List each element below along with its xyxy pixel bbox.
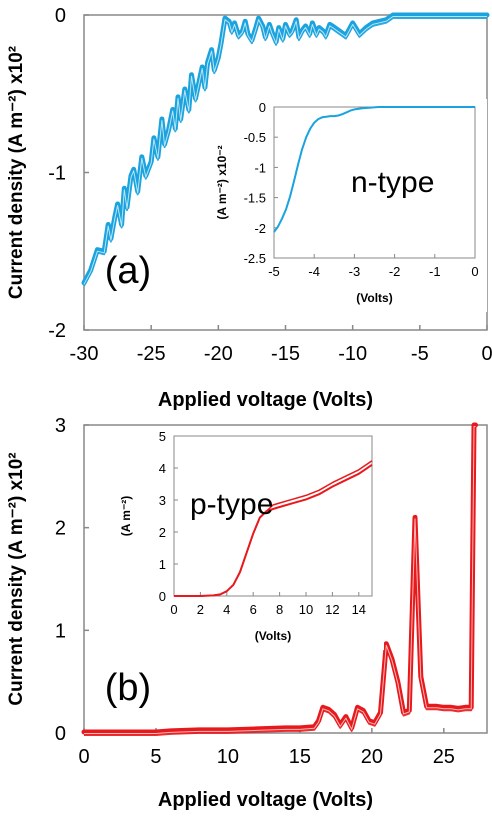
x-tick-label: 15 xyxy=(289,746,311,768)
x-tick-label: 0 xyxy=(481,343,492,365)
inset-type-label: p-type xyxy=(190,488,273,521)
x-tick-label: -15 xyxy=(271,343,300,365)
series-line xyxy=(81,422,478,735)
inset-background xyxy=(224,99,487,312)
x-tick-label: -25 xyxy=(137,343,166,365)
inset-x-tick-label: -2 xyxy=(389,264,401,279)
inset-y-tick-label: -0.5 xyxy=(244,130,266,145)
x-tick-label: -20 xyxy=(204,343,233,365)
inset-x-tick-label: 6 xyxy=(250,602,257,617)
inset-y-axis-title: (A m⁻²) xyxy=(119,496,133,537)
inset-x-tick-label: 2 xyxy=(197,602,204,617)
inset-x-tick-label: 0 xyxy=(471,264,478,279)
inset-x-tick-label: 14 xyxy=(352,602,366,617)
x-tick-label: 25 xyxy=(433,746,455,768)
inset-x-tick-label: -5 xyxy=(268,264,280,279)
panel-label: (b) xyxy=(105,667,151,709)
inset-x-axis-title: (Volts) xyxy=(356,291,392,305)
inset-x-tick-label: 10 xyxy=(299,602,313,617)
inset-y-axis-title: (A m⁻²) x10⁻² xyxy=(215,145,229,219)
inset-y-tick-label: -1 xyxy=(254,160,266,175)
inset-x-tick-label: 8 xyxy=(276,602,283,617)
inset-y-tick-label: 4 xyxy=(159,461,166,476)
y-tick-label: 2 xyxy=(55,518,66,540)
inset-y-tick-label: 5 xyxy=(159,429,166,444)
y-tick-label: -1 xyxy=(48,163,66,185)
x-axis-title: Applied voltage (Volts) xyxy=(158,389,373,411)
y-tick-label: -2 xyxy=(48,320,66,342)
inset-x-tick-label: -3 xyxy=(349,264,361,279)
inset-y-tick-label: 1 xyxy=(159,557,166,572)
inset-x-tick-label: -1 xyxy=(429,264,441,279)
x-tick-label: -10 xyxy=(338,343,367,365)
x-tick-label: 5 xyxy=(150,746,161,768)
inset-series-line xyxy=(273,106,475,233)
y-tick-label: 3 xyxy=(55,415,66,437)
x-tick-label: 20 xyxy=(361,746,383,768)
x-tick-label: 0 xyxy=(78,746,89,768)
y-tick-label: 1 xyxy=(55,620,66,642)
inset-y-tick-label: -1.5 xyxy=(244,191,266,206)
inset-y-tick-label: 0 xyxy=(159,589,166,604)
inset-x-tick-label: 4 xyxy=(223,602,230,617)
inset-frame xyxy=(173,435,373,597)
x-tick-label: -30 xyxy=(70,343,99,365)
series-line-trace xyxy=(84,427,476,736)
y-tick-label: 0 xyxy=(55,723,66,745)
inset-y-tick-label: 3 xyxy=(159,493,166,508)
inset-series-line-upper xyxy=(174,460,373,597)
inset-y-tick-label: -2.5 xyxy=(244,251,266,266)
plot-frame xyxy=(83,424,488,734)
y-axis-title: Current density (A m⁻²) x10² xyxy=(6,452,27,705)
inset-y-tick-label: 2 xyxy=(159,525,166,540)
inset-x-tick-label: 0 xyxy=(170,602,177,617)
inset-x-tick-label: -4 xyxy=(308,264,320,279)
y-axis-title: Current density (A m⁻²) x10² xyxy=(6,46,27,299)
inset-y-tick-label: 0 xyxy=(259,100,266,115)
x-tick-label: -5 xyxy=(411,343,429,365)
series-line-highlight xyxy=(83,16,487,285)
inset-x-axis-title: (Volts) xyxy=(255,629,291,643)
y-tick-label: 0 xyxy=(55,5,66,27)
x-tick-label: 10 xyxy=(217,746,239,768)
inset-y-tick-label: -2 xyxy=(254,221,266,236)
inset-type-label: n-type xyxy=(351,166,434,199)
x-axis-title: Applied voltage (Volts) xyxy=(158,789,373,811)
inset-background xyxy=(124,428,384,650)
series-line-highlight xyxy=(84,426,476,734)
panel-label: (a) xyxy=(105,250,151,292)
inset-x-tick-label: 12 xyxy=(325,602,339,617)
